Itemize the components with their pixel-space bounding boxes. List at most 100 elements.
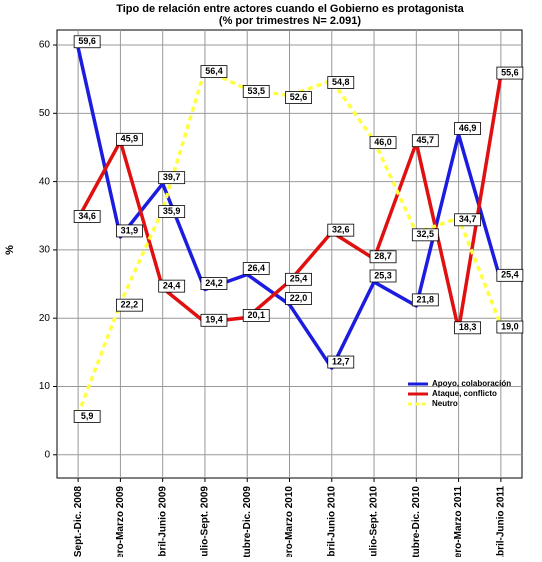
value-label-bg <box>411 293 439 307</box>
y-tick-label: 20 <box>39 313 51 324</box>
value-label: 19,4 <box>205 315 223 325</box>
value-label-box: 24,2 <box>200 277 228 290</box>
value-label-box: 46,9 <box>454 122 481 135</box>
value-label-bg <box>200 65 228 79</box>
value-label: 45,7 <box>417 135 435 145</box>
value-label-box: 26,4 <box>242 262 270 275</box>
value-label: 54,8 <box>332 77 350 87</box>
value-label: 20,1 <box>247 310 265 320</box>
x-tick-label: Enero-Marzo 2010 <box>284 486 295 557</box>
value-label-box: 34,6 <box>73 210 101 223</box>
value-label-box: 32,5 <box>411 228 439 242</box>
value-label-bg <box>496 320 524 334</box>
value-label-bg <box>285 292 312 305</box>
value-label: 24,2 <box>205 278 223 288</box>
value-label-box: 39,7 <box>158 171 186 185</box>
value-label-box: 54,8 <box>327 76 355 89</box>
value-label-box: 18,3 <box>454 321 481 335</box>
value-label-bg <box>242 309 270 322</box>
value-label: 26,4 <box>247 263 265 273</box>
value-label-bg <box>242 85 270 98</box>
value-label-box: 21,8 <box>411 293 439 307</box>
value-label-bg <box>411 134 439 148</box>
value-label: 25,3 <box>374 270 392 280</box>
value-label-bg <box>411 228 439 242</box>
x-tick-label: Octubre-Dic. 2009 <box>242 486 253 557</box>
value-label-bg <box>327 223 355 237</box>
value-label-box: 25,4 <box>496 268 524 282</box>
x-tick-label: Julio-Sept. 2010 <box>369 486 380 557</box>
value-label: 32,6 <box>332 225 350 235</box>
value-label: 28,7 <box>374 251 392 261</box>
value-label-bg <box>158 205 186 219</box>
value-label-bg <box>200 277 228 290</box>
legend-label: Ataque, conflicto <box>432 389 497 398</box>
y-tick-label: 0 <box>44 449 50 460</box>
y-tick-label: 60 <box>39 40 51 51</box>
x-tick-label: Julio-Sept. 2009 <box>200 486 211 557</box>
value-label-box: 5,9 <box>73 410 101 423</box>
value-label: 12,7 <box>332 356 350 366</box>
y-tick-label: 30 <box>39 245 51 256</box>
x-tick-label: Enero-Marzo 2009 <box>115 486 126 557</box>
value-label-box: 22,2 <box>116 298 143 312</box>
value-label: 56,4 <box>205 66 223 76</box>
value-label: 19,0 <box>501 321 519 331</box>
value-label-box: 56,4 <box>200 65 228 79</box>
value-label-bg <box>454 122 481 135</box>
value-label-bg <box>327 355 355 369</box>
value-label: 46,0 <box>374 137 392 147</box>
value-label: 39,7 <box>163 172 181 182</box>
value-label-box: 20,1 <box>242 309 270 322</box>
y-tick-label: 50 <box>39 108 51 119</box>
value-label: 25,4 <box>501 270 519 280</box>
value-label-box: 31,9 <box>116 224 143 238</box>
value-label-bg <box>369 250 397 264</box>
value-label-box: 19,4 <box>200 313 228 327</box>
value-label-bg <box>158 279 186 293</box>
value-label: 25,4 <box>290 274 308 284</box>
value-label-bg <box>327 76 355 89</box>
value-label-box: 45,9 <box>116 132 143 146</box>
value-label: 59,6 <box>78 36 96 46</box>
value-label: 24,4 <box>163 281 181 291</box>
value-label: 55,6 <box>501 67 519 77</box>
x-tick-label: Sept.-Dic. 2008 <box>73 486 84 557</box>
value-label-bg <box>116 132 143 146</box>
value-label-box: 25,3 <box>369 269 397 283</box>
x-tick-label: Abril-Junio 2009 <box>157 486 168 557</box>
value-label-box: 22,0 <box>285 292 312 305</box>
value-label: 21,8 <box>417 294 435 304</box>
value-label: 45,9 <box>121 134 139 144</box>
value-label-bg <box>454 321 481 335</box>
legend-label: Apoyo, colaboración <box>432 379 511 388</box>
value-label-bg <box>369 136 397 150</box>
value-label-bg <box>285 272 312 286</box>
value-label: 34,7 <box>459 214 477 224</box>
value-label-bg <box>496 268 524 282</box>
value-label: 52,6 <box>290 92 308 102</box>
value-label-box: 32,6 <box>327 223 355 237</box>
value-label-box: 19,0 <box>496 320 524 334</box>
value-label-bg <box>116 298 143 312</box>
value-label-box: 28,7 <box>369 250 397 264</box>
value-label-bg <box>73 35 101 49</box>
value-label: 35,9 <box>163 206 181 216</box>
value-label-box: 53,5 <box>242 85 270 98</box>
value-label-box: 35,9 <box>158 205 186 219</box>
value-label-box: 45,7 <box>411 134 439 148</box>
x-tick-label: Octubre-Dic. 2010 <box>411 486 422 557</box>
value-label-box: 55,6 <box>496 66 524 80</box>
value-label-box: 52,6 <box>285 91 312 104</box>
value-label-bg <box>158 171 186 185</box>
value-label: 32,5 <box>417 229 435 239</box>
value-label-box: 25,4 <box>285 272 312 286</box>
value-label: 18,3 <box>459 322 477 332</box>
value-label-bg <box>116 224 143 238</box>
value-label: 53,5 <box>247 86 265 96</box>
value-label: 5,9 <box>81 411 94 421</box>
value-label: 31,9 <box>121 225 139 235</box>
value-label-bg <box>242 262 270 275</box>
x-tick-label: Enero-Marzo 2011 <box>453 486 464 557</box>
